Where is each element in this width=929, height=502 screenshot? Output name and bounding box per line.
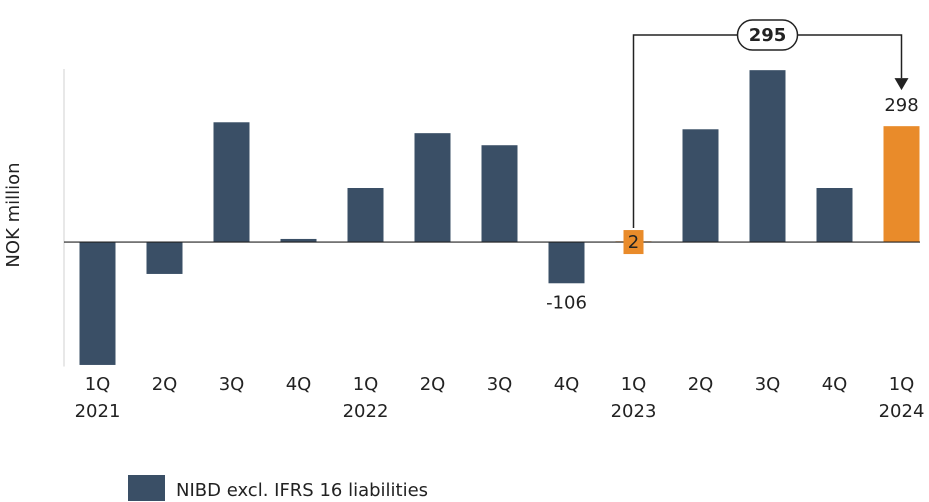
bar <box>146 242 183 274</box>
annotation-text: 295 <box>749 25 787 46</box>
bar <box>816 188 853 243</box>
bar <box>548 242 585 284</box>
x-tick-label: 1Q <box>85 374 111 395</box>
y-axis-label: NOK million <box>3 162 24 267</box>
bar <box>280 238 317 243</box>
annotation-arrow <box>894 78 909 91</box>
bar <box>414 133 451 243</box>
x-tick-label: 4Q <box>286 374 312 395</box>
x-tick-label: 3Q <box>487 374 513 395</box>
x-tick-label: 1Q <box>353 374 379 395</box>
x-tick-year: 2023 <box>611 401 657 422</box>
value-label: 298 <box>884 95 918 116</box>
value-label: -106 <box>546 292 587 313</box>
x-tick-year: 2024 <box>879 401 925 422</box>
bar <box>682 129 719 243</box>
x-tick-label: 4Q <box>554 374 580 395</box>
annotation-bubble <box>736 19 799 51</box>
x-tick-label: 3Q <box>219 374 245 395</box>
bar <box>883 126 920 243</box>
value-label-box <box>623 230 644 255</box>
legend-swatch <box>128 475 165 501</box>
x-tick-label: 2Q <box>688 374 714 395</box>
bar <box>347 188 384 243</box>
x-tick-label: 3Q <box>755 374 781 395</box>
legend-label: NIBD excl. IFRS 16 liabilities <box>176 480 428 501</box>
value-label: 2 <box>628 232 639 253</box>
bar <box>213 122 250 243</box>
x-tick-label: 1Q <box>621 374 647 395</box>
bar <box>79 242 116 365</box>
x-tick-year: 2021 <box>75 401 121 422</box>
x-tick-year: 2022 <box>343 401 389 422</box>
x-tick-label: 1Q <box>889 374 915 395</box>
x-tick-label: 2Q <box>420 374 446 395</box>
bar <box>481 145 518 243</box>
x-tick-label: 4Q <box>822 374 848 395</box>
bar <box>749 70 786 243</box>
x-tick-label: 2Q <box>152 374 178 395</box>
